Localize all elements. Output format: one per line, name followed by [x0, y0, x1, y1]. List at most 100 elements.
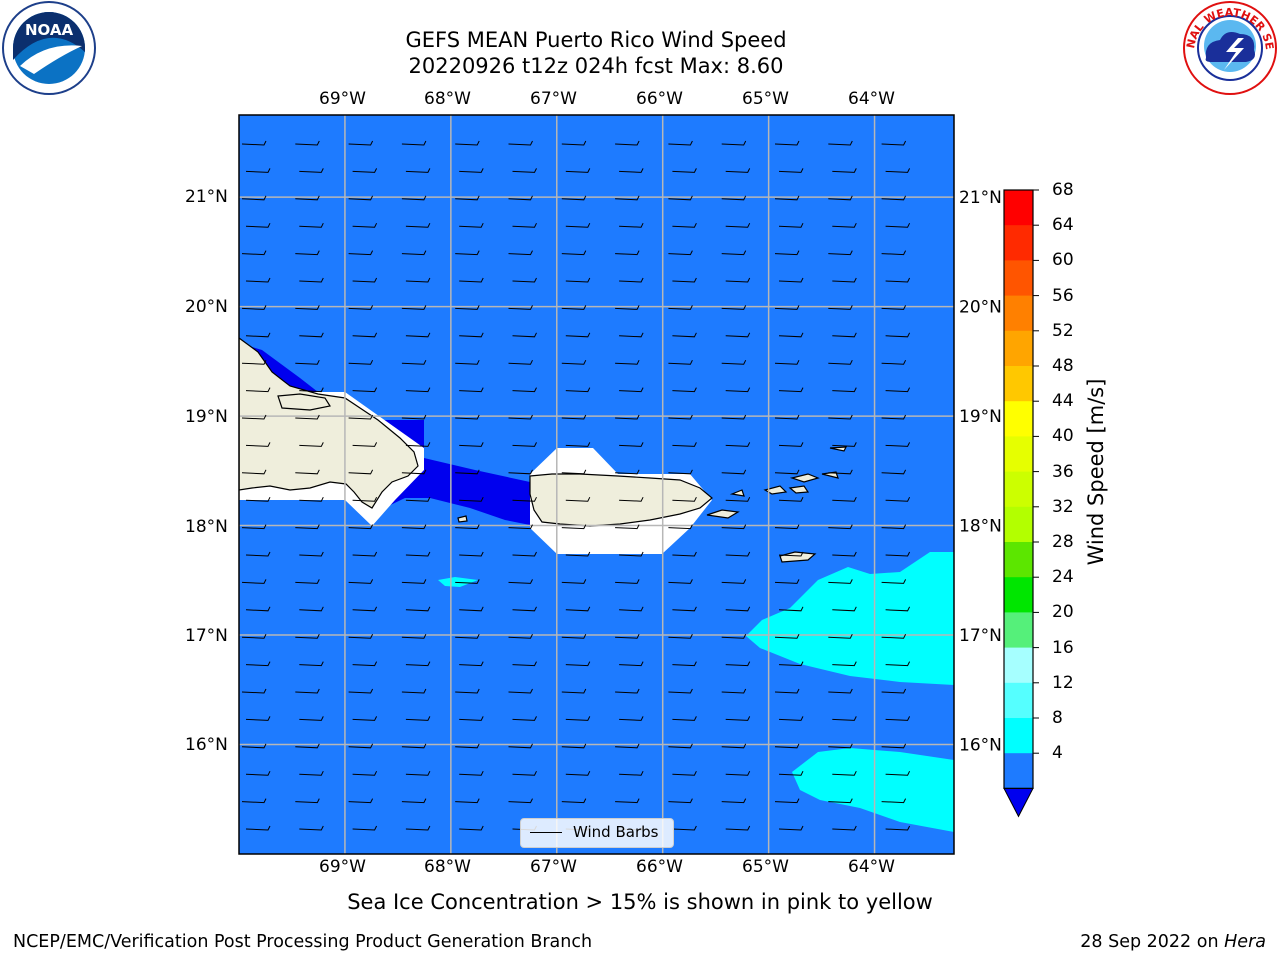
colorbar-segment [1004, 471, 1033, 508]
wind-barb [352, 606, 378, 612]
wind-barb [561, 414, 587, 420]
wind-barb [881, 140, 907, 146]
wind-barb [774, 305, 800, 310]
lon-tick-bottom: 65°W [742, 857, 789, 877]
colorbar-segment [1004, 366, 1033, 402]
wind-barb [619, 442, 644, 447]
colorbar-tick-label: 8 [1052, 708, 1063, 728]
wind-barb [668, 743, 693, 749]
wind-barb [299, 387, 324, 393]
wind-barb [241, 414, 267, 420]
wind-barb [348, 195, 374, 201]
noaa-logo-icon: NOAA [2, 1, 96, 95]
wind-barb [401, 688, 427, 694]
wind-barb [295, 633, 320, 639]
wind-barb [881, 743, 907, 749]
wind-barb [881, 305, 907, 310]
wind-barb [885, 332, 911, 338]
wind-barb [241, 579, 267, 584]
wind-barb [508, 305, 533, 310]
wind-barb [299, 442, 324, 447]
wind-barb [778, 496, 804, 502]
wind-barb [565, 168, 591, 173]
wind-barb [615, 250, 640, 256]
wind-barb [352, 770, 378, 776]
wind-barb [721, 250, 747, 256]
wind-barb [352, 277, 378, 283]
colorbar-frame [1003, 189, 1034, 790]
wind-barb [881, 524, 907, 530]
wind-barb [672, 661, 697, 667]
wind-barb [295, 524, 320, 530]
wind-barb [778, 277, 804, 283]
gridlines [239, 115, 954, 854]
wind-barb [774, 195, 800, 201]
wind-barb [405, 222, 431, 228]
wind-barb [401, 250, 427, 256]
wind-barb [245, 770, 271, 776]
land-mona [457, 515, 468, 523]
wind-barb [881, 414, 907, 420]
colorbar-tick-label: 16 [1052, 637, 1074, 658]
wind-barb [459, 825, 484, 831]
wind-barb [721, 743, 747, 749]
wind-barb [832, 716, 857, 721]
wind-barb [459, 551, 484, 557]
wind-barb [295, 414, 320, 420]
wind-barb [401, 524, 427, 530]
wind-barb [455, 359, 480, 365]
wind-barb [774, 524, 800, 530]
wind-barb [241, 195, 267, 201]
wind-barb [881, 469, 907, 475]
wind-barb [668, 195, 693, 201]
wind-barb [245, 661, 271, 667]
wind-barb [832, 277, 857, 283]
wind-barb [885, 168, 911, 173]
wind-barb [241, 305, 267, 310]
title-line-2: 20220926 t12z 024h fcst Max: 8.60 [408, 54, 784, 78]
wind-barb [561, 688, 587, 694]
lon-tick-bottom: 67°W [530, 857, 577, 877]
wind-barb [405, 661, 431, 667]
wind-barb [832, 825, 857, 831]
wind-barb [725, 716, 751, 721]
land-tortuga [277, 393, 331, 411]
wind-barb [348, 305, 374, 310]
wind-barb [512, 387, 537, 393]
wind-barb [352, 168, 378, 173]
wind-barb [885, 277, 911, 283]
wind-barb [508, 633, 533, 639]
wind-barb [459, 222, 484, 228]
wind-barb [668, 579, 693, 584]
wind-barb [828, 579, 853, 584]
colorbar-segment [1004, 295, 1033, 332]
wind-barb [668, 414, 693, 420]
wind-barb [348, 579, 374, 584]
wind-barb [512, 332, 537, 338]
lon-tick-top: 64°W [848, 89, 895, 109]
wind-barb [405, 332, 431, 338]
colorbar-segment [1004, 436, 1033, 473]
wind-barb [459, 332, 484, 338]
wind-barb [295, 469, 320, 475]
wind-barb [241, 469, 267, 475]
wind-barb [405, 606, 431, 612]
colorbar-segment [1004, 718, 1033, 754]
land-hispaniola [239, 337, 419, 509]
colorbar-segment [1004, 401, 1033, 437]
wind-barb [721, 524, 747, 530]
wind-barb [828, 524, 853, 530]
wind-barb [348, 414, 374, 420]
wind-barb [352, 442, 378, 447]
land-tortola [789, 473, 820, 483]
colorbar-label: Wind Speed [m/s] [1084, 378, 1108, 566]
wind-barb [508, 688, 533, 694]
wind-barb [725, 387, 751, 393]
legend-line-icon [530, 832, 562, 833]
wind-barb [725, 442, 751, 447]
title-line-1: GEFS MEAN Puerto Rico Wind Speed [405, 28, 787, 52]
colorbar-segment [1004, 225, 1033, 261]
wind-barb [352, 496, 378, 502]
wind-barb [241, 633, 267, 639]
colorbar [1003, 189, 1039, 818]
